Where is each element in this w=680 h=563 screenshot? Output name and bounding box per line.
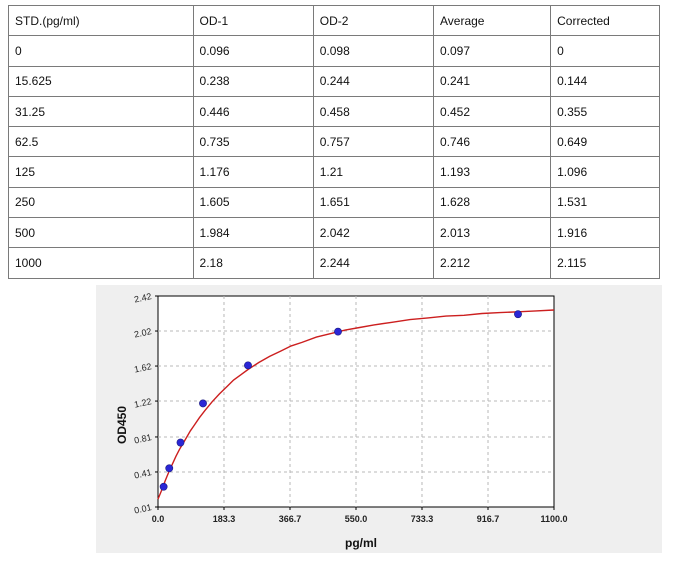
y-axis-label: OD450	[115, 406, 129, 444]
table-cell: 500	[8, 217, 194, 249]
table-cell: 0.144	[550, 65, 660, 97]
x-tick-label: 550.0	[345, 514, 368, 524]
table-cell: 0.238	[192, 65, 314, 97]
table-row: 15.625 0.238 0.244 0.241 0.144	[8, 65, 660, 97]
table-cell: 2.115	[550, 247, 660, 279]
table-cell: 1.605	[192, 186, 314, 219]
data-point	[176, 438, 185, 447]
table-row: 31.25 0.446 0.458 0.452 0.355	[8, 95, 660, 128]
data-point	[334, 327, 342, 336]
y-tick-label: 1.22	[133, 396, 152, 409]
standard-curve-chart: 0.01 0.41 0.81 1.22 1.62 2.02 2.42 0.0 183.3 366…	[96, 285, 662, 553]
table-cell: 0.458	[312, 95, 434, 128]
header-od1: OD-1	[192, 4, 314, 37]
y-tick-label: 0.81	[133, 432, 152, 445]
table-row: 125 1.176 1.21 1.193 1.096	[8, 156, 660, 188]
table-cell: 2.18	[192, 247, 314, 279]
data-point	[165, 464, 174, 473]
table-cell: 1.176	[192, 156, 314, 188]
x-axis-ticks: 0.0 183.3 366.7 550.0 733.3 916.7 1100.0	[152, 507, 568, 524]
x-tick-label: 916.7	[477, 514, 500, 524]
y-tick-label: 2.42	[133, 291, 152, 304]
table-cell: 0.096	[192, 35, 314, 67]
data-points	[159, 310, 522, 491]
header-od2: OD-2	[312, 4, 434, 37]
table-cell: 0	[550, 35, 660, 67]
table-cell: 0.649	[550, 126, 660, 158]
fit-curve-line	[157, 309, 555, 500]
header-corrected: Corrected	[550, 4, 660, 37]
table-row: 250 1.605 1.651 1.628 1.531	[8, 186, 660, 219]
y-tick-label: 0.41	[133, 467, 152, 480]
x-tick-label: 366.7	[279, 514, 302, 524]
table-header-row: STD.(pg/ml) OD-1 OD-2 Average Corrected	[8, 4, 660, 37]
x-tick-label: 0.0	[152, 514, 165, 524]
header-average: Average	[432, 4, 552, 37]
x-tick-label: 183.3	[213, 514, 236, 524]
table-cell: 1.628	[432, 186, 552, 219]
data-point	[514, 310, 522, 319]
table-cell: 0.746	[432, 126, 552, 158]
table-cell: 2.013	[432, 217, 552, 249]
y-tick-label: 0.01	[133, 502, 152, 515]
table-cell: 1000	[8, 247, 194, 279]
table-cell: 0.241	[432, 65, 552, 97]
table-cell: 2.042	[312, 217, 434, 249]
table-cell: 0.355	[550, 95, 660, 128]
table-cell: 0.757	[312, 126, 434, 158]
data-point	[244, 361, 252, 370]
grid-overlay	[158, 296, 554, 507]
header-std: STD.(pg/ml)	[8, 4, 194, 37]
table-cell: 31.25	[8, 95, 194, 128]
table-cell: 0	[8, 35, 194, 67]
data-point	[159, 482, 168, 491]
table-cell: 1.651	[312, 186, 434, 219]
table-body: 0 0.096 0.098 0.097 0 15.625 0.238 0.244 0.241 0.…	[8, 35, 660, 279]
y-tick-label: 2.02	[133, 326, 152, 339]
table-cell: 1.984	[192, 217, 314, 249]
table-row: 1000 2.18 2.244 2.212 2.115	[8, 247, 660, 279]
table-cell: 0.097	[432, 35, 552, 67]
table-row: 0 0.096 0.098 0.097 0	[8, 35, 660, 67]
table-cell: 2.244	[312, 247, 434, 279]
table-cell: 0.452	[432, 95, 552, 128]
table-cell: 0.098	[312, 35, 434, 67]
table-cell: 0.244	[312, 65, 434, 97]
table-row: 62.5 0.735 0.757 0.746 0.649	[8, 126, 660, 158]
table-cell: 1.21	[312, 156, 434, 188]
table-cell: 125	[8, 156, 194, 188]
table-cell: 1.096	[550, 156, 660, 188]
y-axis-ticks: 0.01 0.41 0.81 1.22 1.62 2.02 2.42	[133, 291, 158, 516]
x-tick-label: 733.3	[411, 514, 434, 524]
table-row: 500 1.984 2.042 2.013 1.916	[8, 217, 660, 249]
chart-svg: 0.01 0.41 0.81 1.22 1.62 2.02 2.42 0.0 183.3 366…	[115, 291, 568, 550]
data-point	[199, 399, 207, 408]
x-tick-label: 1100.0	[540, 514, 567, 524]
y-tick-label: 1.62	[133, 361, 152, 374]
table-cell: 0.446	[192, 95, 314, 128]
table-cell: 1.531	[550, 186, 660, 219]
table-cell: 2.212	[432, 247, 552, 279]
x-axis-label: pg/ml	[345, 536, 377, 550]
table-cell: 250	[8, 186, 194, 219]
table-cell: 15.625	[8, 65, 194, 97]
table-cell: 1.916	[550, 217, 660, 249]
table-cell: 1.193	[432, 156, 552, 188]
standards-table: STD.(pg/ml) OD-1 OD-2 Average Corrected …	[8, 4, 660, 279]
table-cell: 0.735	[192, 126, 314, 158]
table-cell: 62.5	[8, 126, 194, 158]
